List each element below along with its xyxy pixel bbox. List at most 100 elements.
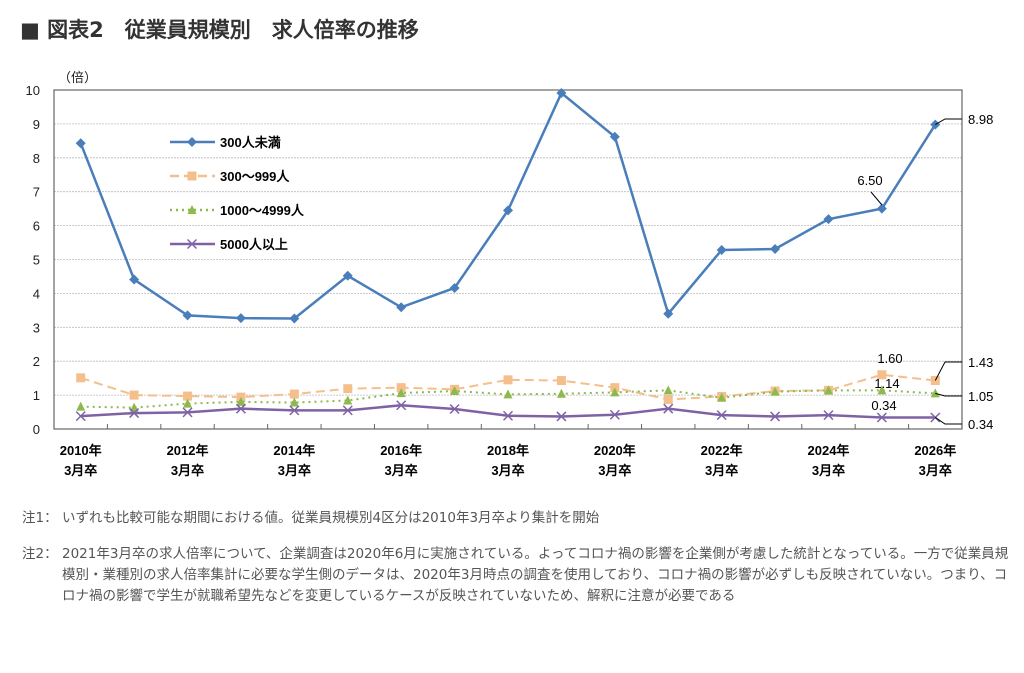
series-line-1 [80, 373, 936, 401]
data-point [396, 388, 406, 398]
data-point [76, 373, 86, 383]
legend-label: 300〜999人 [220, 169, 290, 184]
data-point [930, 388, 940, 398]
data-point [449, 282, 460, 293]
x-tick-label: 3月卒 [598, 463, 631, 478]
data-point [823, 385, 833, 395]
x-tick-label: 3月卒 [705, 463, 738, 478]
x-tick-label: 2018年 [487, 443, 529, 458]
data-point [502, 410, 514, 421]
y-tick-label: 2 [33, 354, 40, 369]
data-point [396, 383, 406, 393]
data-point [716, 245, 727, 256]
data-point [663, 385, 673, 395]
data-point [129, 274, 140, 285]
y-tick-label: 0 [33, 422, 40, 437]
plot-frame [53, 89, 963, 430]
data-point [75, 138, 86, 149]
data-point [770, 411, 781, 422]
y-tick-label: 10 [26, 83, 40, 98]
data-point [450, 386, 460, 396]
data-point [823, 214, 834, 225]
data-point [182, 310, 193, 321]
x-tick-label: 2010年 [60, 443, 102, 458]
legend-label: 5000人以上 [220, 237, 288, 252]
data-point [129, 402, 139, 412]
leader-line [934, 361, 962, 381]
legend-label: 300人未満 [220, 135, 281, 150]
data-point [503, 389, 513, 399]
data-point [235, 403, 246, 414]
data-point [876, 203, 887, 214]
leader-line [935, 392, 962, 397]
data-point [556, 411, 567, 422]
right-data-label: 8.98 [968, 112, 993, 127]
data-point [877, 385, 887, 395]
data-point [75, 411, 86, 422]
x-tick-label: 3月卒 [64, 463, 97, 478]
y-tick-label: 4 [33, 286, 40, 301]
y-tick-label: 5 [33, 253, 40, 268]
legend-label: 1000〜4999人 [220, 203, 305, 218]
data-point [876, 412, 887, 423]
data-point [717, 392, 727, 402]
legend-marker [187, 205, 197, 214]
data-point [236, 396, 246, 406]
x-tick-label: 2014年 [273, 443, 315, 458]
data-point [877, 370, 887, 380]
data-point [289, 397, 299, 407]
data-point [663, 395, 673, 405]
data-point [396, 302, 407, 313]
y-axis-unit: （倍） [58, 70, 97, 85]
data-point [182, 407, 193, 418]
y-tick-label: 1 [33, 388, 40, 403]
note-label: 注2： [22, 546, 58, 562]
note-1: 注1： いずれも比較可能な期間における値。従業員規模別4区分は2010年3月卒よ… [22, 508, 1012, 529]
data-point [556, 388, 566, 398]
data-point [183, 391, 193, 401]
leader-line [870, 191, 883, 206]
legend-marker [187, 171, 197, 181]
data-point [129, 408, 140, 419]
data-label: 1.60 [877, 351, 902, 366]
data-point [609, 131, 620, 142]
x-tick-label: 2020年 [594, 443, 636, 458]
leader-line [935, 118, 962, 126]
note-2: 注2： 2021年3月卒の求人倍率について、企業調査は2020年6月に実施されて… [22, 544, 1012, 607]
data-point [930, 412, 941, 423]
right-data-label: 0.34 [968, 417, 993, 432]
figure-title: ■ 図表2 従業員規模別 求人倍率の推移 [20, 18, 419, 42]
data-label: 0.34 [871, 398, 896, 413]
y-tick-label: 8 [33, 151, 40, 166]
data-point [770, 386, 780, 396]
data-point [343, 384, 353, 394]
data-point [770, 243, 781, 254]
data-point [503, 375, 513, 385]
data-point [235, 313, 246, 324]
line-chart: 0 1 2 3 4 5 6 7 8 9 10 （倍） 2010年 3月卒 2012年 3月卒 2014年 3月卒 2… [26, 70, 994, 478]
note-text: 2021年3月卒の求人倍率について、企業調査は2020年6月に実施されている。よ… [62, 546, 1009, 604]
x-tick-label: 3月卒 [812, 463, 845, 478]
right-data-label: 1.05 [968, 389, 993, 404]
data-point [342, 270, 353, 281]
data-point [396, 400, 407, 411]
data-point [183, 398, 193, 408]
data-point [76, 401, 86, 411]
data-label: 1.14 [874, 376, 899, 391]
y-tick-label: 6 [33, 219, 40, 234]
y-tick-label: 7 [33, 185, 40, 200]
data-point [556, 88, 567, 99]
x-tick-label: 3月卒 [385, 463, 418, 478]
x-tick-label: 2012年 [167, 443, 209, 458]
x-tick-label: 3月卒 [171, 463, 204, 478]
data-point [609, 409, 620, 420]
right-data-label: 1.43 [968, 355, 993, 370]
legend-marker [187, 137, 197, 147]
note-text: いずれも比較可能な期間における値。従業員規模別4区分は2010年3月卒より集計を… [62, 510, 600, 526]
data-point [289, 313, 300, 324]
data-label: 6.50 [857, 173, 882, 188]
x-tick-label: 3月卒 [491, 463, 524, 478]
data-point [663, 308, 674, 319]
x-tick-label: 2026年 [914, 443, 956, 458]
leader-line [935, 417, 962, 425]
